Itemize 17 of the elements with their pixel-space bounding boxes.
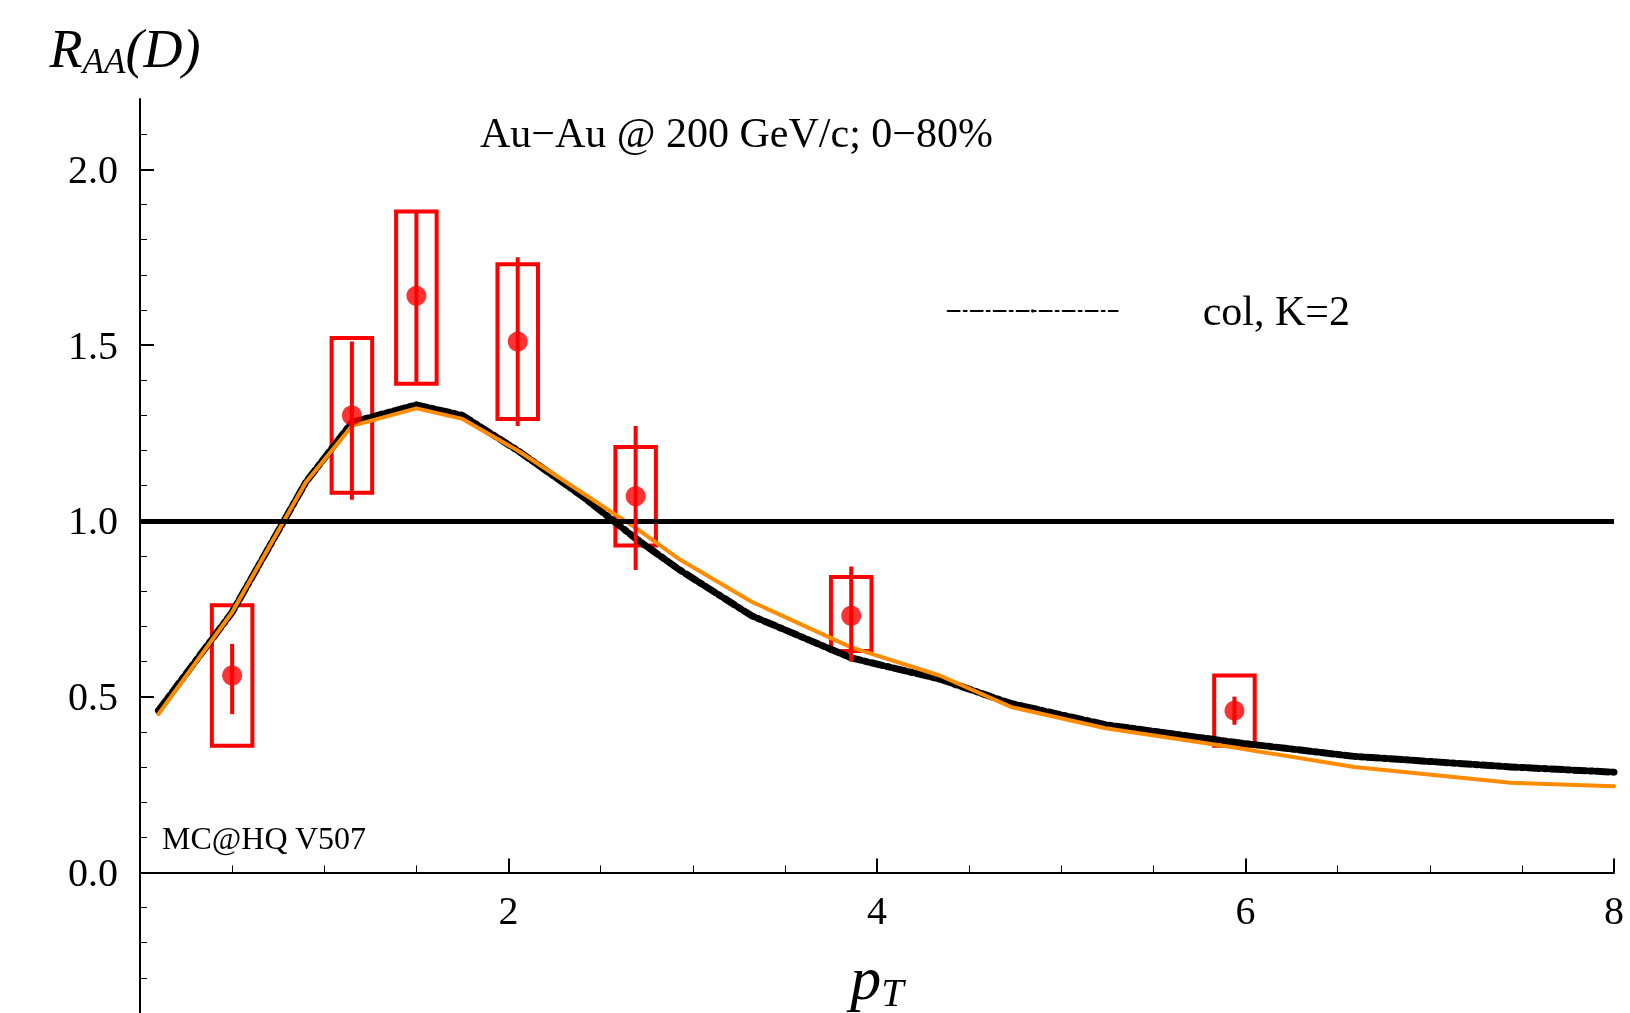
y-tick-label: 1.5 — [68, 322, 118, 368]
x-tick-label: 2 — [498, 887, 519, 933]
y-tick-label: 0.0 — [68, 849, 118, 895]
point — [341, 405, 362, 426]
point — [406, 285, 427, 306]
y-tick-label: 1.0 — [68, 498, 118, 544]
x-tick-label: 8 — [1604, 887, 1624, 933]
point — [507, 331, 528, 352]
annotation: Au−Au @ 200 GeV/c; 0−80% — [480, 110, 993, 156]
y-tick-label: 0.5 — [68, 674, 118, 720]
x-tick-label: 6 — [1235, 887, 1256, 933]
x-tick-label: 4 — [867, 887, 887, 933]
point — [222, 665, 243, 686]
legend-label: col, K=2 — [1202, 288, 1350, 334]
point — [625, 486, 646, 507]
y-tick-label: 2.0 — [68, 146, 118, 192]
annotation: MC@HQ V507 — [162, 820, 367, 856]
